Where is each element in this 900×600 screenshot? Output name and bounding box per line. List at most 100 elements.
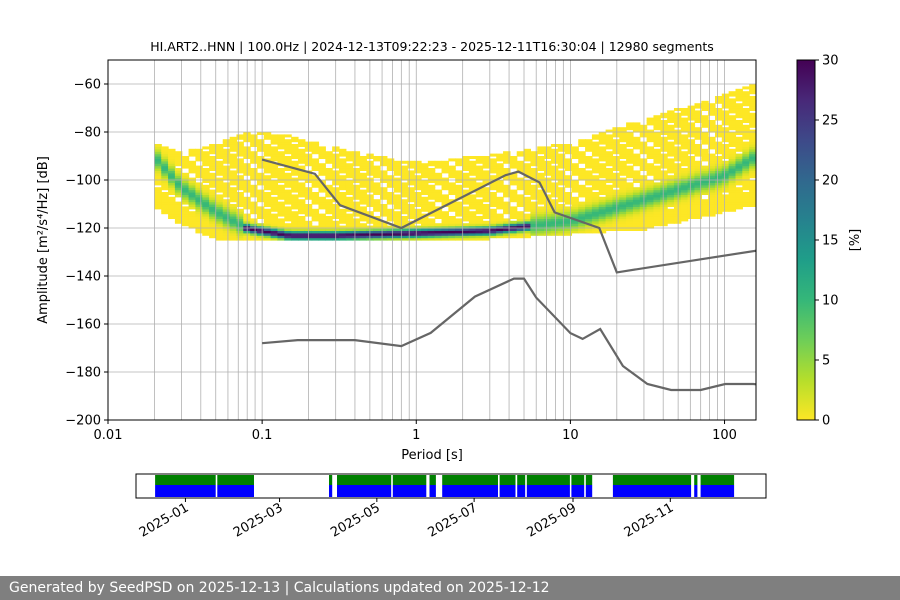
heatmap-cell [421,225,429,229]
heatmap-cell [632,213,641,217]
heatmap-cell [564,213,573,217]
heatmap-cell [373,235,381,239]
heatmap-cell [455,206,463,210]
heatmap-cell [202,204,210,207]
heatmap-cell [380,211,388,215]
heatmap-cell [222,213,231,217]
heatmap-cell [222,235,231,239]
heatmap-cell [496,196,504,200]
heatmap-cell [284,189,292,193]
heatmap-cell [229,153,238,157]
heatmap-cell [537,206,545,210]
heatmap-cell [489,168,497,171]
heatmap-cell [393,184,402,188]
heatmap-cell [673,156,682,159]
heatmap-cell [297,189,306,193]
heatmap-cell [154,192,162,195]
heatmap-cell [557,158,566,162]
heatmap-cell [721,170,730,174]
heatmap-cell [202,213,210,217]
heatmap-cell [523,196,531,200]
heatmap-cell [530,201,538,205]
heatmap-cell [639,124,648,128]
heatmap-cell [215,156,224,159]
heatmap-cell [598,208,607,212]
heatmap-cell [557,192,566,195]
heatmap-cell [585,225,593,229]
heatmap-cell [694,120,702,123]
heatmap-cell [154,194,162,198]
heatmap-cell [386,192,395,195]
heatmap-cell [708,204,716,207]
heatmap-cell [721,100,730,104]
heatmap-cell [229,146,238,150]
heatmap-cell [448,208,456,212]
heatmap-cell [311,177,320,181]
heatmap-cell [742,120,750,123]
y-tick-label: −60 [74,78,101,93]
heatmap-cell [277,134,285,138]
heatmap-cell [653,206,661,210]
heatmap-cell [503,160,511,164]
heatmap-cell [544,177,552,181]
heatmap-cell [161,204,169,207]
heatmap-cell [318,237,326,241]
heatmap-cell [209,208,217,212]
heatmap-cell [475,182,484,186]
heatmap-cell [721,196,730,200]
heatmap-cell [277,180,285,183]
heatmap-cell [236,153,244,157]
heatmap-cell [523,180,531,183]
heatmap-cell [202,220,210,224]
heatmap-cell [667,194,675,198]
heatmap-cell [749,129,756,133]
heatmap-cell [660,129,668,133]
heatmap-cell [338,194,347,198]
heatmap-cell [653,132,661,135]
heatmap-cell [619,132,627,135]
heatmap-cell [195,168,203,171]
heatmap-cell [489,220,497,224]
heatmap-cell [468,228,477,231]
heatmap-cell [311,151,320,155]
heatmap-cell [168,208,176,212]
heatmap-cell [393,172,402,176]
heatmap-cell [434,192,443,195]
heatmap-cell [728,110,737,114]
heatmap-cell [742,86,750,90]
heatmap-cell [687,194,696,198]
heatmap-cell [728,192,737,195]
heatmap-cell [270,206,279,210]
heatmap-cell [421,208,429,212]
heatmap-cell [721,132,730,135]
heatmap-cell [530,220,538,224]
heatmap-cell [557,144,566,147]
heatmap-cell [373,156,381,159]
heatmap-cell [338,230,347,234]
heatmap-cell [229,156,238,159]
heatmap-cell [598,168,607,171]
heatmap-cell [728,184,737,188]
heatmap-cell [714,194,723,198]
heatmap-cell [250,156,258,159]
heatmap-cell [680,108,689,111]
heatmap-cell [516,151,525,155]
heatmap-cell [626,184,634,188]
heatmap-cell [537,158,545,162]
heatmap-cell [441,168,449,171]
heatmap-cell [414,230,422,234]
heatmap-cell [537,177,545,181]
heatmap-cell [215,170,224,174]
heatmap-cell [455,172,463,176]
heatmap-cell [297,170,306,174]
heatmap-cell [482,211,490,215]
heatmap-cell [653,158,661,162]
heatmap-cell [209,199,217,203]
heatmap-cell [571,184,579,188]
heatmap-cell [564,175,573,179]
heatmap-cell [325,201,333,205]
heatmap-cell [168,182,176,186]
heatmap-cell [393,232,402,236]
heatmap-cell [639,204,648,207]
heatmap-cell [605,139,614,143]
